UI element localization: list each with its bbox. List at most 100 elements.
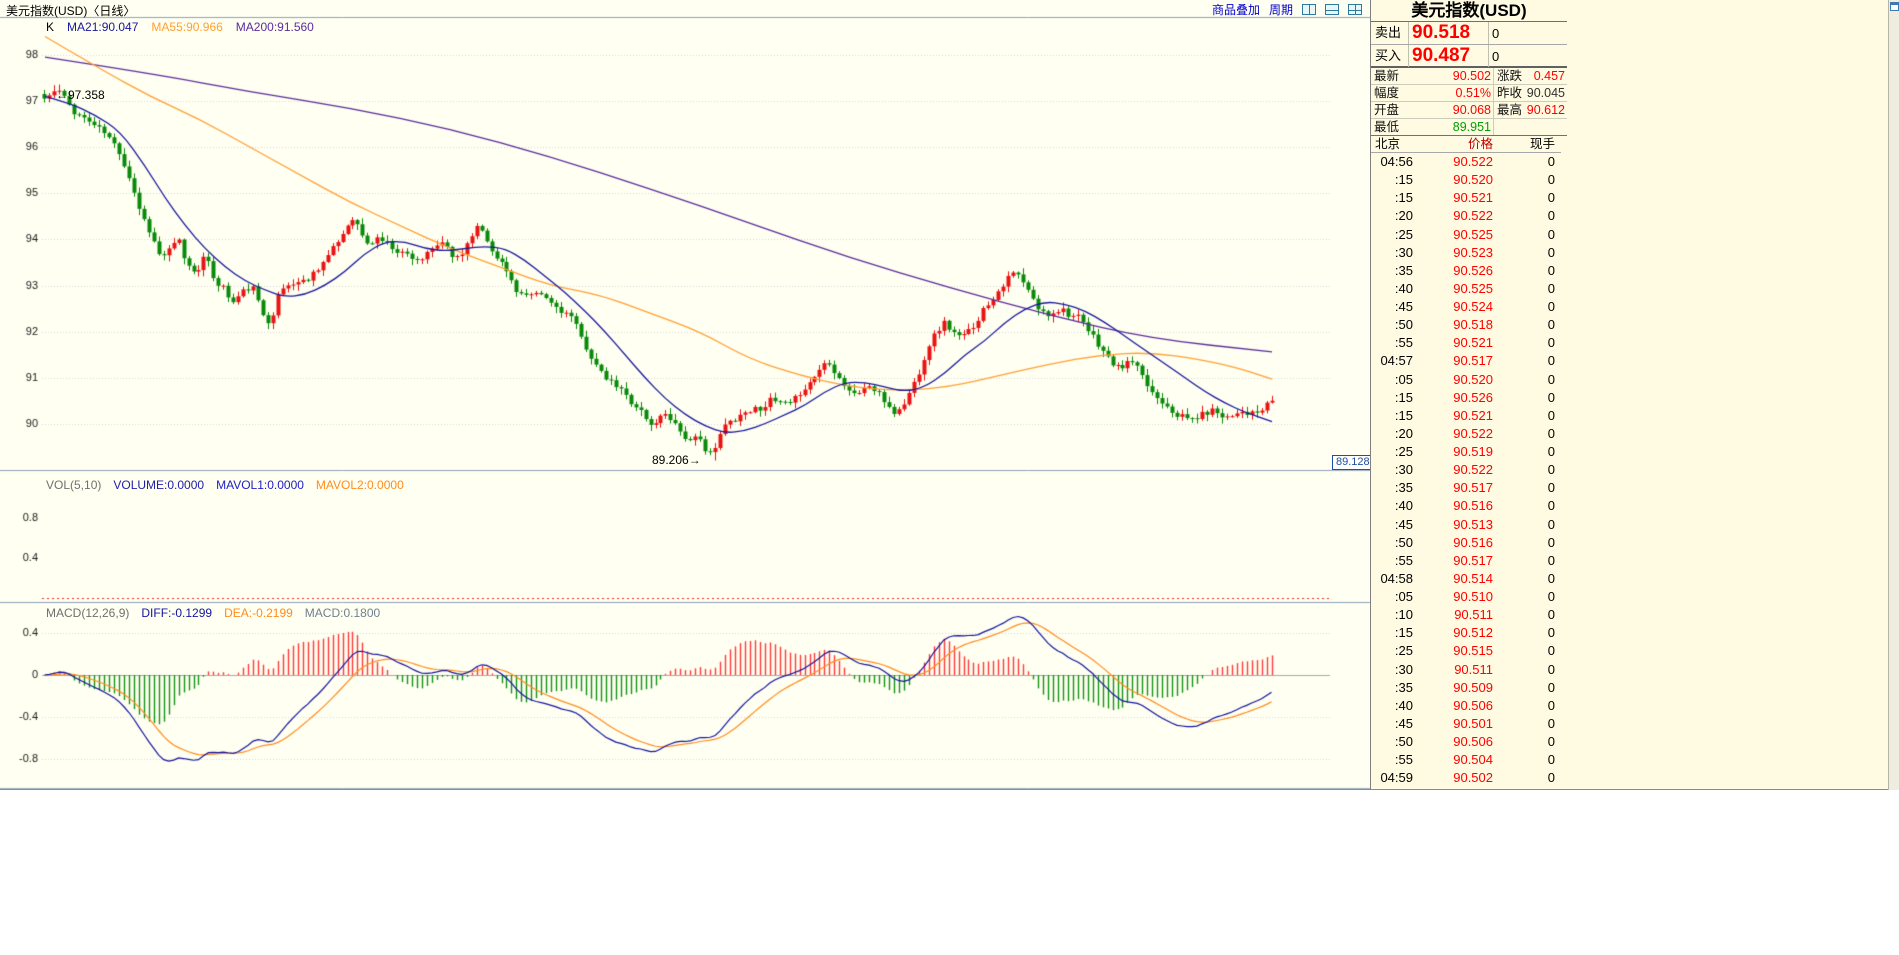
tape-price: 90.521 xyxy=(1453,190,1493,206)
tape-price: 90.520 xyxy=(1453,172,1493,188)
volume-label: VOLUME:0.0000 xyxy=(113,478,205,492)
stats-row: 开盘 90.068 最高 90.612 xyxy=(1371,102,1567,119)
tape-row: :25 90.519 0 xyxy=(1371,443,1561,461)
overlay-link[interactable]: 商品叠加 xyxy=(1211,3,1260,17)
stat-label: 开盘 xyxy=(1374,103,1400,117)
tape-time: :10 xyxy=(1394,607,1413,623)
tape-time: :20 xyxy=(1394,208,1413,224)
stat-value: 0.457 xyxy=(1533,69,1565,83)
tape-row: :50 90.518 0 xyxy=(1371,316,1561,334)
tape-time: :15 xyxy=(1394,625,1413,641)
grid-layout-icon[interactable] xyxy=(1348,4,1362,15)
stat-value: 90.612 xyxy=(1526,103,1565,117)
stat-label: 幅度 xyxy=(1374,86,1400,100)
tape-row: :05 90.510 0 xyxy=(1371,588,1561,606)
tape-row: :25 90.515 0 xyxy=(1371,642,1561,660)
tape-row: :05 90.520 0 xyxy=(1371,371,1561,389)
tape-price: 90.526 xyxy=(1453,389,1493,405)
tape-price: 90.510 xyxy=(1453,589,1493,604)
ask-row[interactable]: 卖出 90.518 0 xyxy=(1371,22,1567,45)
tape-price: 90.504 xyxy=(1453,752,1493,768)
ask-label: 卖出 xyxy=(1371,22,1409,44)
stat-label: 昨收 xyxy=(1493,85,1523,101)
tape-row: 04:57 90.517 0 xyxy=(1371,352,1561,370)
tape-time: :45 xyxy=(1394,299,1413,314)
tape-time: :30 xyxy=(1394,244,1413,260)
tape-row: :45 90.501 0 xyxy=(1371,715,1561,733)
tape-price: 90.523 xyxy=(1453,244,1493,260)
tape-time: :15 xyxy=(1394,190,1413,206)
tape-time: :40 xyxy=(1394,697,1413,713)
tape-volume: 0 xyxy=(1547,552,1555,568)
diff-label: DIFF:-0.1299 xyxy=(141,606,213,620)
stat-value xyxy=(1523,119,1567,135)
tape-price: 90.525 xyxy=(1453,226,1493,242)
tape-time: 04:57 xyxy=(1380,353,1413,369)
tape-price: 90.521 xyxy=(1453,407,1493,423)
period-link[interactable]: 周期 xyxy=(1268,3,1293,17)
tape-time: :35 xyxy=(1394,480,1413,496)
tape-time: :55 xyxy=(1394,335,1413,351)
tape-row: :55 90.517 0 xyxy=(1371,552,1561,570)
tape-time: :55 xyxy=(1394,552,1413,568)
quote-panel: 美元指数(USD) 卖出 90.518 0 买入 90.487 0 最新 90.5… xyxy=(1370,0,1888,790)
chart-topbar: 美元指数(USD)〈日线〉 商品叠加 周期 xyxy=(0,0,1370,18)
mavol1-label: MAVOL1:0.0000 xyxy=(216,478,304,492)
tape-volume: 0 xyxy=(1547,734,1555,749)
tape-volume: 0 xyxy=(1547,752,1555,768)
tape-price: 90.506 xyxy=(1453,734,1493,749)
tape-price: 90.517 xyxy=(1453,480,1493,496)
tape-volume: 0 xyxy=(1547,208,1555,224)
tape-price: 90.512 xyxy=(1453,625,1493,641)
tape-row: :15 90.526 0 xyxy=(1371,389,1561,407)
tape-row: :40 90.516 0 xyxy=(1371,497,1561,515)
tape-price: 90.520 xyxy=(1453,371,1493,387)
chart-title: 美元指数(USD)〈日线〉 xyxy=(6,4,136,18)
scrollbar-strip[interactable] xyxy=(1888,0,1899,790)
ma21-label: MA21:90.047 xyxy=(67,20,139,34)
tape-row: :20 90.522 0 xyxy=(1371,207,1561,225)
tape-time: :40 xyxy=(1394,498,1413,514)
tape-price: 90.519 xyxy=(1453,444,1493,459)
bid-label: 买入 xyxy=(1371,45,1409,67)
tape-time: 04:59 xyxy=(1380,770,1413,786)
tape-header-location: 北京 xyxy=(1375,137,1401,151)
candlestick-chart-canvas[interactable] xyxy=(0,0,1370,790)
tape-price: 90.521 xyxy=(1453,335,1493,351)
bid-price[interactable]: 90.487 xyxy=(1409,45,1489,67)
tape-time: :25 xyxy=(1394,226,1413,242)
tape-row: 04:58 90.514 0 xyxy=(1371,570,1561,588)
stat-label: 最新 xyxy=(1374,69,1400,83)
tape-row: :40 90.525 0 xyxy=(1371,280,1561,298)
tape-volume: 0 xyxy=(1547,335,1555,351)
tape-volume: 0 xyxy=(1547,570,1555,586)
panel-toggle-icon[interactable] xyxy=(1889,2,1899,11)
tape-price: 90.525 xyxy=(1453,280,1493,296)
tape-volume: 0 xyxy=(1547,715,1555,731)
split-vertical-icon[interactable] xyxy=(1302,4,1316,15)
ask-price[interactable]: 90.518 xyxy=(1409,22,1489,44)
macd-indicator-name: MACD(12,26,9) xyxy=(46,606,130,620)
bid-row[interactable]: 买入 90.487 0 xyxy=(1371,45,1567,68)
ma-indicator-labels: K MA21:90.047 MA55:90.966 MA200:91.560 xyxy=(46,20,314,34)
tape-price: 90.501 xyxy=(1453,715,1493,731)
tape-row: :45 90.524 0 xyxy=(1371,298,1561,316)
split-horizontal-icon[interactable] xyxy=(1325,4,1339,15)
tape-time: :25 xyxy=(1394,444,1413,459)
ask-size: 0 xyxy=(1492,25,1500,41)
ma55-label: MA55:90.966 xyxy=(151,20,223,34)
tape-row: :30 90.522 0 xyxy=(1371,461,1561,479)
tape-volume: 0 xyxy=(1547,643,1555,659)
chart-panel: 美元指数(USD)〈日线〉 商品叠加 周期 K MA21:90.047 MA55… xyxy=(0,0,1374,790)
price-axis-tag: 89.128 xyxy=(1332,455,1374,470)
tape-row: :35 90.526 0 xyxy=(1371,262,1561,280)
tape-row: :50 90.516 0 xyxy=(1371,534,1561,552)
stat-value: 90.045 xyxy=(1526,86,1565,100)
tape-price: 90.516 xyxy=(1453,534,1493,550)
time-sales-list[interactable]: 04:56 90.522 0:15 90.520 0:15 90.521 0:20 90.52… xyxy=(1371,153,1561,787)
stat-label: 最高 xyxy=(1493,102,1523,118)
tape-volume: 0 xyxy=(1547,498,1555,514)
stat-label: 最低 xyxy=(1374,120,1400,134)
stat-label: 涨跌 xyxy=(1493,68,1523,84)
tape-volume: 0 xyxy=(1547,407,1555,423)
